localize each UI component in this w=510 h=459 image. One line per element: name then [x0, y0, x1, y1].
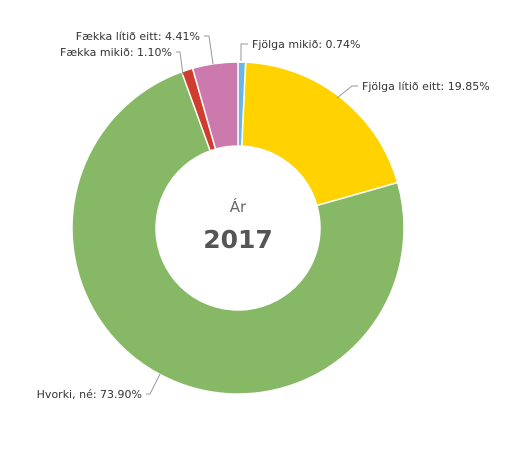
label-connector	[204, 35, 214, 65]
slice-f-kka-l-ti-eitt[interactable]	[191, 61, 239, 151]
label-connector	[336, 85, 358, 99]
labels-group: Fjölga mikið: 0.74% Fjölga lítið eitt: 19…	[37, 30, 490, 401]
slice-label: Fækka lítið eitt: 4.41%	[76, 30, 200, 43]
label-connector	[146, 373, 161, 395]
slices-group	[71, 61, 405, 395]
label-connector	[176, 51, 184, 76]
slice-label: Fjölga lítið eitt: 19.85%	[362, 80, 490, 93]
center-caption: Ár	[230, 197, 247, 216]
slice-fj-lga-l-ti-eitt[interactable]	[241, 61, 399, 207]
slice-label: Hvorki, né: 73.90%	[37, 388, 142, 401]
slice-label: Fækka mikið: 1.10%	[60, 46, 172, 59]
connectors-group	[146, 35, 358, 395]
center-year: 2017	[203, 225, 273, 254]
slice-label: Fjölga mikið: 0.74%	[252, 38, 360, 51]
label-connector	[240, 43, 248, 61]
slice-hvorki-n-[interactable]	[71, 70, 405, 395]
